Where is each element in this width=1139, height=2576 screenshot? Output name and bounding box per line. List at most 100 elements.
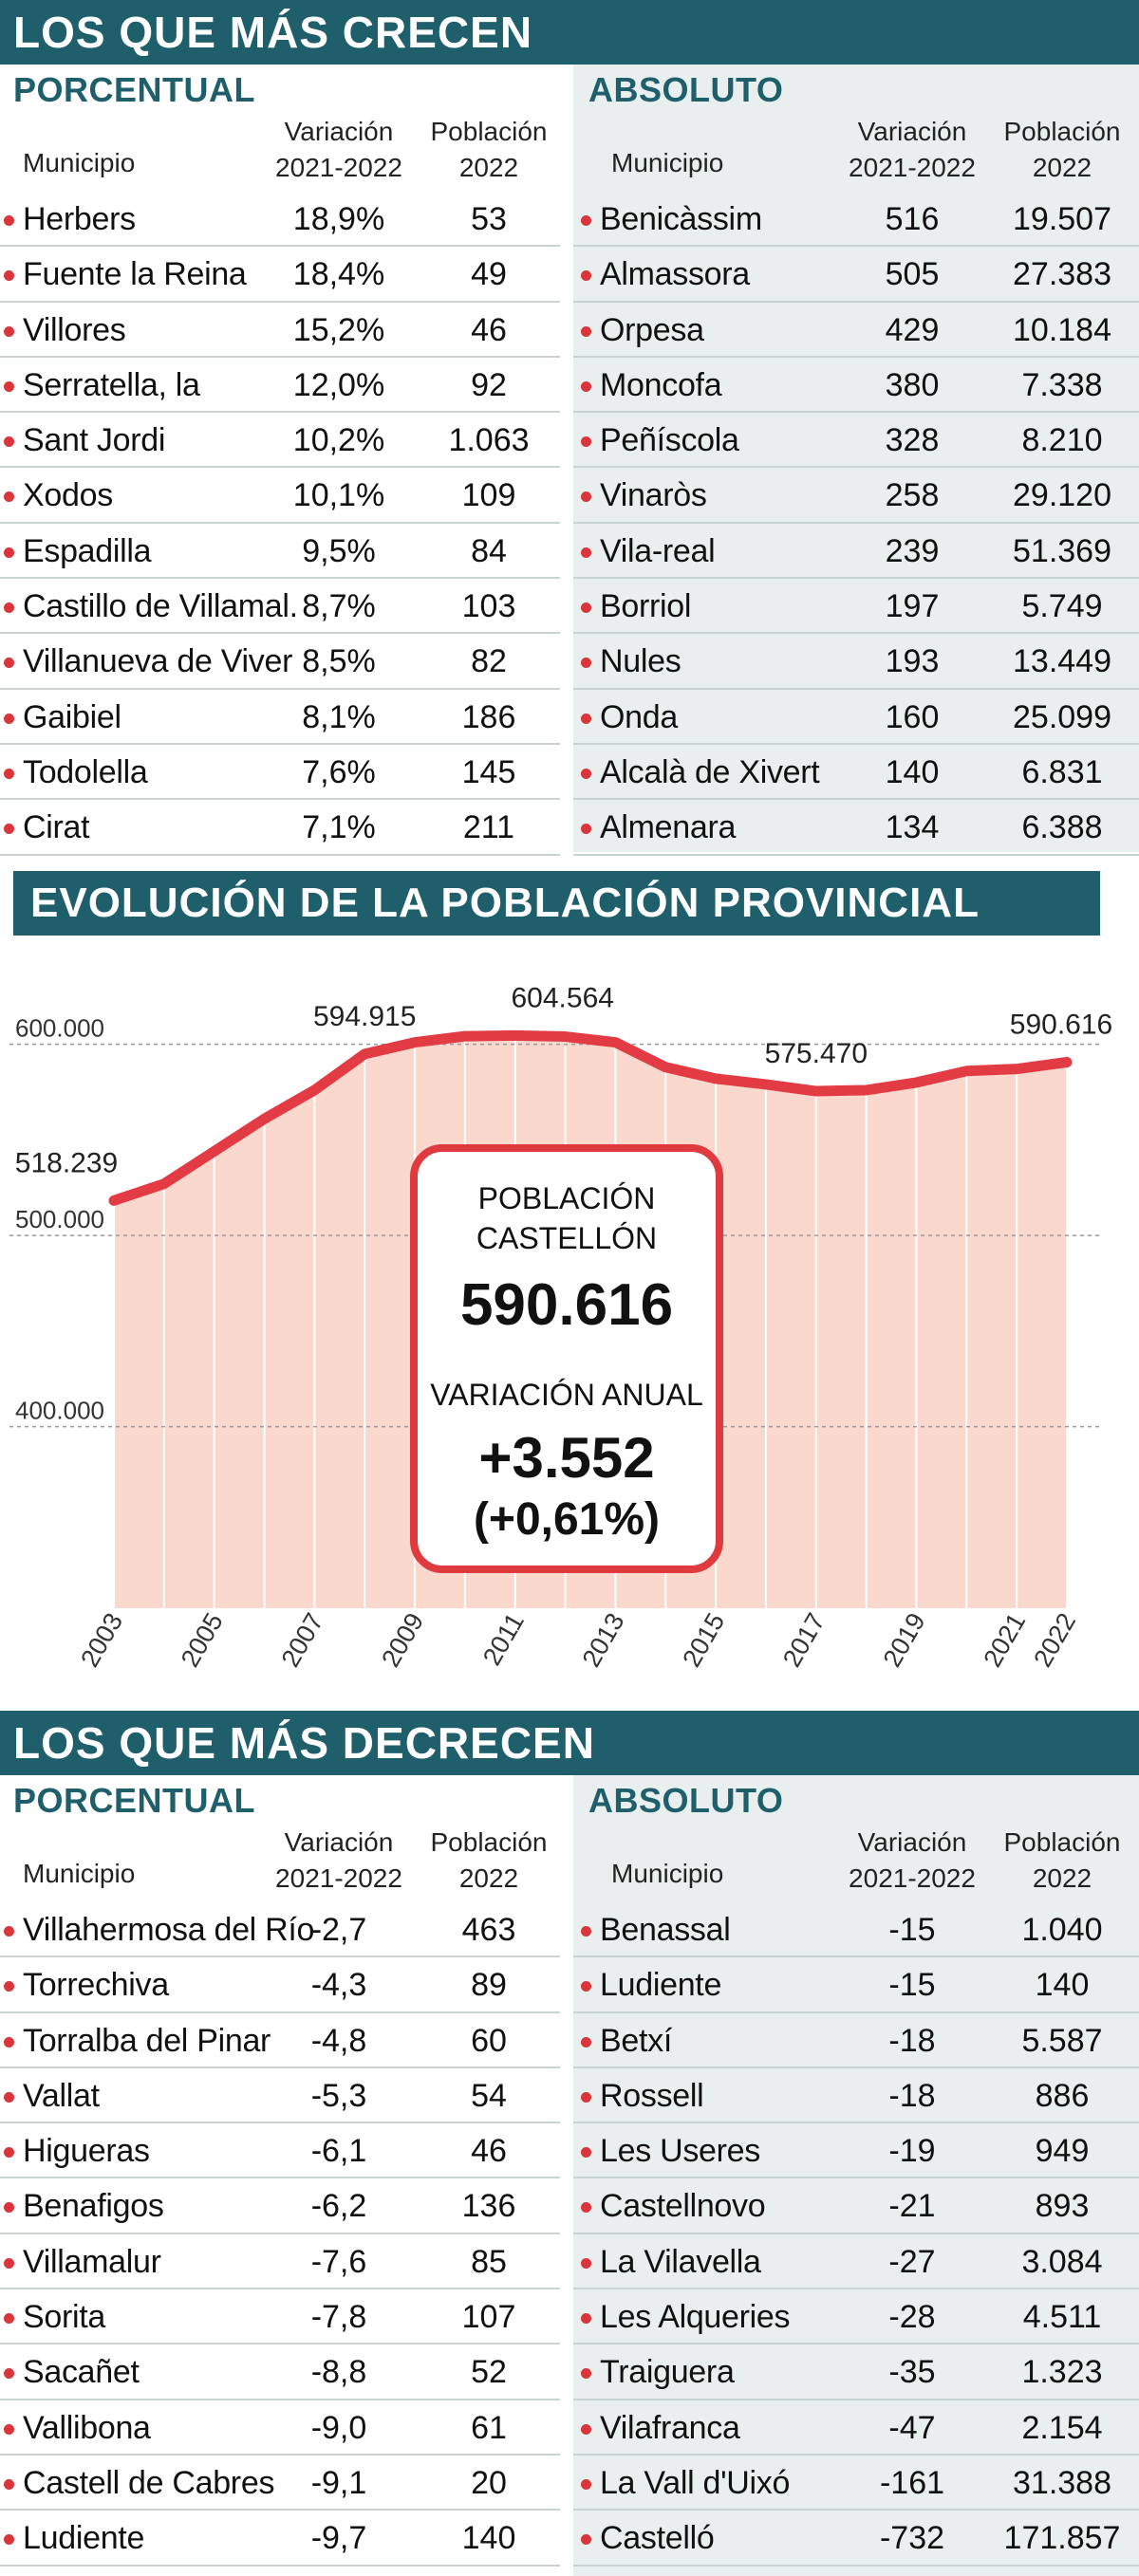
variacion-cell: -4,8 (310, 2022, 367, 2059)
bullet-dot-icon (4, 2036, 14, 2048)
variacion-cell: -47 (888, 2409, 936, 2446)
table-row: Peñíscola 328 8.210 (573, 413, 1139, 469)
municipio-cell: Vallat (23, 2077, 100, 2114)
municipio-cell: Cirat (23, 809, 90, 846)
table-row: Sorita -7,8 107 (0, 2289, 560, 2345)
variacion-cell: -18 (888, 2022, 936, 2059)
poblacion-cell: 136 (461, 2188, 516, 2225)
municipio-cell: Serratella, la (23, 366, 200, 403)
x-tick-label: 2021 (978, 1608, 1031, 1672)
variacion-cell: -27 (888, 2243, 936, 2280)
poblacion-cell: 46 (471, 2133, 507, 2170)
municipio-cell: Gaibiel (23, 698, 121, 735)
variacion-cell: 160 (885, 698, 940, 735)
point-label: 590.616 (1010, 1010, 1112, 1041)
x-tick-label: 2022 (1028, 1608, 1081, 1672)
variacion-cell: -6,2 (310, 2188, 367, 2225)
municipio-cell: Almenara (600, 809, 737, 846)
table-row: Villahermosa del Río -2,7 463 (0, 1902, 560, 1958)
header-variacion: Variación 2021-2022 (849, 1827, 976, 1893)
table-row: Nules 193 13.449 (573, 634, 1139, 690)
variacion-cell: 18,9% (292, 201, 385, 237)
bullet-dot-icon (4, 2368, 14, 2380)
poblacion-cell: 51.369 (1013, 532, 1111, 569)
x-tick-label: 2011 (477, 1608, 530, 1670)
bullet-dot-icon (4, 380, 14, 392)
y-tick-label: 600.000 (15, 1014, 104, 1043)
bullet-dot-icon (4, 215, 14, 226)
municipio-cell: Xodos (23, 477, 113, 514)
bullet-dot-icon (4, 491, 14, 503)
variacion-cell: 15,2% (292, 311, 385, 348)
panel-title: ABSOLUTO (588, 70, 784, 109)
variacion-cell: -21 (888, 2188, 936, 2225)
table-row: Betxí -18 5.587 (573, 2013, 1139, 2068)
bullet-dot-icon (581, 270, 591, 282)
poblacion-cell: 3.084 (1021, 2243, 1103, 2280)
variacion-cell: -35 (888, 2354, 936, 2391)
table-header: Municipio Variación 2021-2022 Población … (573, 1823, 1139, 1899)
table-header: Municipio Variación 2021-2022 Población … (0, 1823, 560, 1899)
poblacion-cell: 103 (461, 588, 516, 625)
table-row: Onda 160 25.099 (573, 690, 1139, 745)
municipio-cell: Villamalur (23, 2243, 161, 2280)
municipio-cell: Villores (23, 311, 126, 348)
municipio-cell: Rossell (600, 2077, 704, 2114)
poblacion-cell: 1.040 (1021, 1912, 1103, 1948)
bullet-dot-icon (581, 2534, 591, 2546)
poblacion-cell: 109 (461, 477, 516, 514)
poblacion-cell: 211 (462, 809, 515, 846)
poblacion-cell: 463 (461, 1912, 516, 1948)
variacion-cell: 429 (885, 311, 940, 348)
table-rows: Herbers 18,9% 53 Fuente la Reina 18,4% 49 Vill… (0, 192, 560, 856)
poblacion-cell: 140 (1035, 1967, 1090, 2004)
municipio-cell: Castelló (600, 2520, 715, 2557)
bullet-dot-icon (4, 824, 14, 835)
municipio-cell: Ludiente (600, 1967, 722, 2004)
municipio-cell: Villanueva de Viver (23, 643, 293, 680)
variacion-cell: 7,6% (302, 753, 376, 790)
variacion-cell: 8,1% (302, 698, 376, 735)
table-row: Fuente la Reina 18,4% 49 (0, 247, 560, 303)
x-tick-label: 2007 (276, 1608, 329, 1672)
poblacion-cell: 7.338 (1021, 366, 1103, 403)
poblacion-cell: 89 (471, 1967, 507, 2004)
table-header: Municipio Variación 2021-2022 Población … (573, 112, 1139, 188)
table-row: Higueras -6,1 46 (0, 2123, 560, 2179)
municipio-cell: Benicàssim (600, 201, 762, 237)
table-row: Castillo de Villamal. 8,7% 103 (0, 579, 560, 635)
table-header: Municipio Variación 2021-2022 Población … (0, 112, 560, 188)
table-row: Almenara 134 6.388 (573, 800, 1139, 856)
growth-percent-table: PORCENTUAL Municipio Variación 2021-2022… (0, 65, 560, 856)
table-row: Villanueva de Viver 8,5% 82 (0, 634, 560, 690)
header-municipio: Municipio (23, 148, 136, 177)
bullet-dot-icon (581, 2368, 591, 2380)
bullet-dot-icon (581, 1926, 591, 1937)
bullet-dot-icon (581, 2091, 591, 2103)
poblacion-cell: 1.323 (1021, 2354, 1103, 2391)
y-tick-label: 400.000 (15, 1397, 104, 1425)
bullet-dot-icon (581, 1981, 591, 1992)
panel-title: PORCENTUAL (13, 70, 255, 109)
variacion-cell: -5,3 (310, 2077, 367, 2114)
poblacion-cell: 893 (1035, 2188, 1090, 2225)
bullet-dot-icon (4, 2478, 14, 2490)
variacion-cell: 7,1% (302, 809, 376, 846)
bullet-dot-icon (581, 547, 591, 558)
poblacion-cell: 13.449 (1013, 643, 1111, 680)
bullet-dot-icon (581, 602, 591, 614)
poblacion-cell: 85 (471, 2243, 507, 2280)
table-row: Gaibiel 8,1% 186 (0, 690, 560, 745)
table-rows: Benassal -15 1.040 Ludiente -15 140 Betxí -18 5.… (573, 1902, 1139, 2567)
population-value: 590.616 (459, 1272, 674, 1338)
table-row: Torralba del Pinar -4,8 60 (0, 2013, 560, 2068)
bullet-dot-icon (581, 2202, 591, 2214)
municipio-cell: Moncofa (600, 366, 722, 403)
poblacion-cell: 6.831 (1021, 753, 1103, 790)
annual-variation-label: VARIACIÓN ANUAL (430, 1378, 703, 1412)
bullet-dot-icon (4, 270, 14, 282)
poblacion-cell: 171.857 (1003, 2520, 1121, 2557)
bullet-dot-icon (581, 380, 591, 392)
table-row: Borriol 197 5.749 (573, 579, 1139, 635)
bullet-dot-icon (4, 325, 14, 337)
